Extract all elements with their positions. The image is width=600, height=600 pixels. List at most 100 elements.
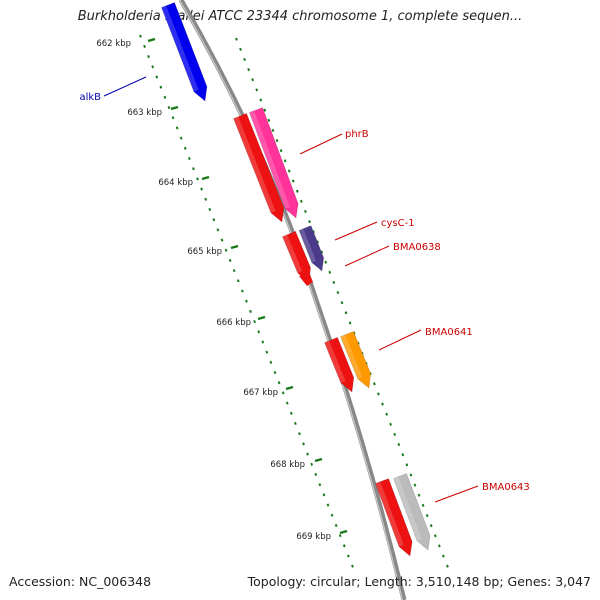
outer-tick-dot [348, 321, 352, 325]
inner-tick-dot [208, 207, 212, 212]
outer-tick-dot [344, 311, 348, 315]
gene-BMA0641-cds[interactable] [324, 337, 355, 393]
inner-tick-dot [342, 544, 346, 548]
inner-tick-dot [330, 513, 334, 517]
major-tick-mark [314, 457, 323, 463]
tick-label: 666 kbp [216, 318, 251, 328]
gene-cysC-1[interactable] [298, 225, 325, 272]
inner-tick-dot [310, 462, 314, 466]
outer-tick-dot [389, 422, 393, 426]
gene-alkB-shade [161, 5, 199, 92]
outer-tick-dot [271, 128, 275, 132]
outer-tick-dot [409, 473, 413, 477]
inner-tick-dot [338, 534, 342, 538]
outer-tick-dot [332, 280, 336, 284]
gene-label-leader [378, 329, 422, 351]
inner-tick-dot [249, 309, 252, 313]
outer-tick-dot [291, 179, 295, 183]
outer-tick-dot [336, 291, 340, 295]
inner-tick-dot [155, 75, 159, 79]
inner-tick-dot [224, 248, 228, 252]
gene-label[interactable]: phrB [345, 129, 369, 140]
inner-tick-dot [257, 330, 261, 334]
gene-phrB-cds[interactable] [233, 113, 285, 223]
gene-alkB[interactable] [161, 2, 208, 102]
topology-text: Topology: circular; Length: 3,510,148 bp… [247, 574, 591, 589]
outer-tick-dot [381, 402, 384, 406]
outer-tick-dot [308, 220, 311, 224]
outer-tick-dot [283, 159, 287, 163]
tick-label: 668 kbp [270, 460, 305, 470]
inner-tick-dot [167, 105, 171, 110]
gene-label[interactable]: BMA0638 [393, 242, 441, 253]
inner-tick-dot [240, 289, 244, 293]
major-tick-mark [147, 37, 156, 43]
outer-tick-dot [312, 230, 315, 234]
inner-tick-dot [200, 187, 203, 191]
inner-tick-dot [281, 391, 285, 395]
outer-tick-dot [235, 37, 238, 41]
sequence-backbone [178, 0, 407, 600]
major-tick-mark [170, 105, 179, 111]
inner-tick-dot [232, 269, 236, 273]
major-tick-mark [285, 385, 294, 391]
gene-BMA0638[interactable] [299, 273, 313, 286]
tick-label: 667 kbp [243, 388, 278, 398]
outer-tick-dot [279, 149, 283, 153]
inner-tick-dot [236, 279, 240, 283]
gene-BMA0643-shade [393, 476, 422, 541]
inner-tick-dot [171, 116, 175, 120]
gene-label[interactable]: BMA0641 [425, 327, 473, 338]
outer-tick-dot [259, 98, 263, 102]
inner-tick-dot [196, 177, 199, 181]
gene-label-leader [334, 221, 378, 241]
outer-tick-dot [316, 240, 319, 244]
outer-tick-dot [239, 47, 242, 51]
gene-phrB-shade [249, 110, 290, 209]
gene-BMA0643-cds[interactable] [375, 478, 413, 557]
inner-tick-dot [293, 421, 297, 426]
gene-BMA0643-cds-shade [375, 481, 404, 547]
inner-tick-dot [212, 218, 216, 222]
outer-tick-dot [295, 189, 299, 193]
outer-tick-dot [287, 169, 291, 173]
gene-label[interactable]: alkB [79, 92, 101, 103]
gene-BMA0641-shade [340, 334, 363, 379]
gene-label-leader [299, 133, 343, 155]
outer-tick-dot [377, 392, 380, 396]
inner-tick-dot [326, 503, 330, 507]
outer-tick-dot [267, 118, 271, 122]
inner-tick-dot [261, 340, 265, 344]
major-tick-mark [257, 315, 266, 321]
gene-BMA0643[interactable] [393, 473, 431, 551]
outer-tick-dot [247, 68, 251, 72]
inner-tick-dot [183, 146, 187, 150]
inner-tick-dot [245, 299, 248, 303]
outer-tick-dot [243, 57, 246, 62]
tick-label: 664 kbp [158, 178, 193, 188]
inner-tick-dot [322, 493, 326, 497]
inner-tick-dot [269, 360, 273, 364]
inner-tick-dot [228, 258, 232, 262]
sequence-backbone-highlight [178, 0, 404, 600]
gene-label[interactable]: BMA0643 [482, 482, 530, 493]
tick-label: 663 kbp [127, 108, 162, 118]
inner-tick-dot [306, 452, 309, 456]
gene-label[interactable]: cysC-1 [381, 218, 415, 229]
outer-tick-dot [328, 270, 332, 274]
inner-tick-dot [216, 228, 220, 232]
outer-tick-dot [324, 260, 328, 264]
gene-cysC-1-shade [299, 228, 316, 263]
gene-label-leader [344, 245, 390, 267]
inner-tick-dot [253, 320, 256, 324]
inner-tick-dot [151, 65, 155, 69]
inner-tick-dot [351, 564, 354, 568]
gene-phrB[interactable] [249, 107, 299, 219]
outer-tick-dot [385, 412, 388, 416]
outer-tick-dot [405, 463, 409, 467]
outer-tick-dot [397, 443, 401, 447]
gene-BMA0641[interactable] [340, 331, 372, 389]
outer-tick-dot [340, 301, 344, 305]
outer-tick-dot [401, 453, 405, 457]
